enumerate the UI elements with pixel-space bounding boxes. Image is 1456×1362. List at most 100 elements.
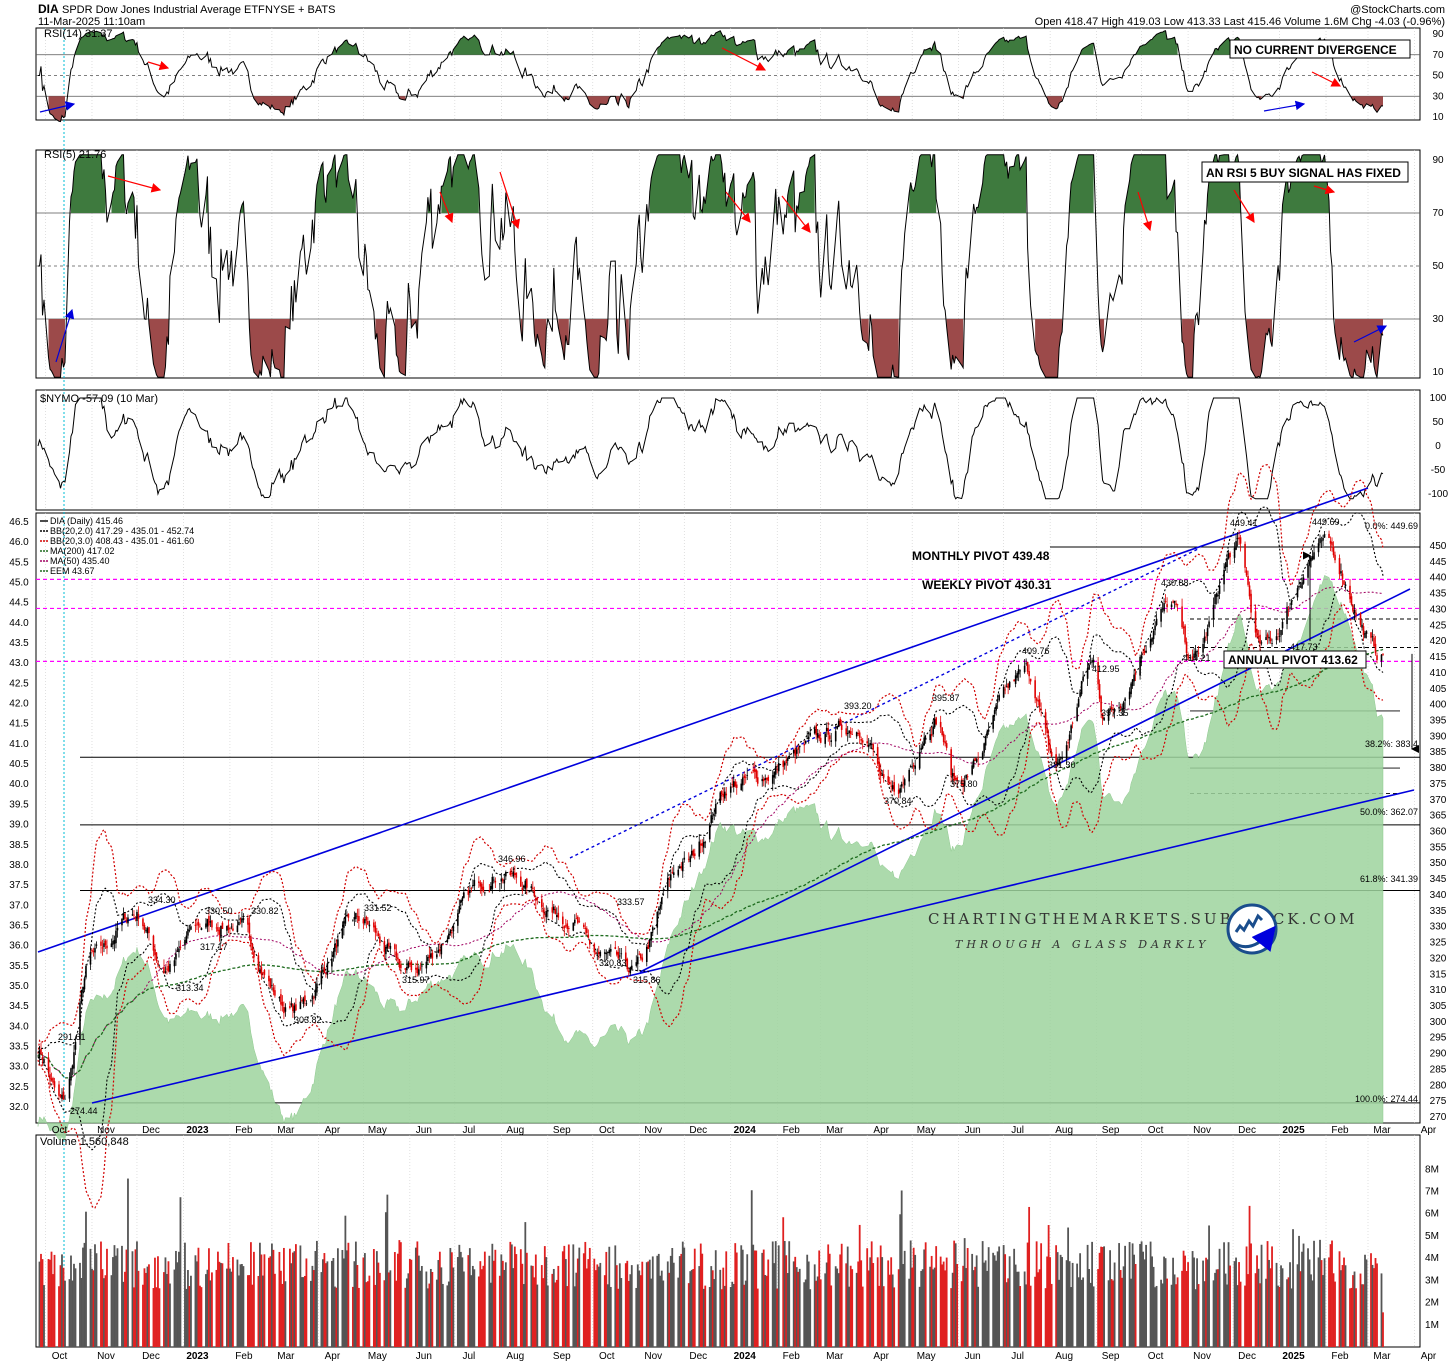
y-tick-label: 100 [1430,393,1447,404]
x-tick-label: Oct [599,1125,615,1136]
x-tick-label: Aug [1055,1351,1073,1362]
legend-entry: MA(50) 435.40 [50,556,110,566]
fib-label: 0.0%: 449.69 [1365,521,1418,531]
y-tick-label: 8M [1425,1164,1439,1175]
y-tick-label-left: 38.5 [9,840,29,851]
y-tick-label: 295 [1430,1033,1447,1044]
y-tick-label: 3M [1425,1275,1439,1286]
price-ticks: 450 445 440 435 430 425 420 415 410 405 400 395 390 3… [9,517,1447,1123]
x-tick-label: Sep [553,1351,571,1362]
x-tick-label: Dec [142,1125,160,1136]
weekly-pivot-label: WEEKLY PIVOT 430.31 [922,578,1052,592]
x-tick-label: Aug [1055,1125,1073,1136]
y-tick-label: 425 [1430,620,1447,631]
fib-labels: 0.0%: 449.69 38.2%: 383.4 50.0%: 362.07 61.… [1355,521,1418,1104]
y-tick-label-left: 43.0 [9,658,29,669]
y-tick-label: 395 [1430,715,1447,726]
y-tick-label: 390 [1430,731,1447,742]
price-label: 303.82 [294,1015,322,1025]
x-tick-label: Oct [1148,1351,1164,1362]
y-tick-label-left: 41.0 [9,739,29,750]
brand: @StockCharts.com [1350,4,1445,16]
x-tick-label: Nov [97,1351,115,1362]
y-tick-label-left: 45.0 [9,578,29,589]
x-tick-label: Sep [1102,1125,1120,1136]
y-tick-label-left: 35.0 [9,981,29,992]
y-tick-label-left: 32.5 [9,1082,29,1093]
x-tick-label: Mar [277,1125,295,1136]
x-tick-label: Aug [506,1351,524,1362]
rsi5-panel [36,153,1420,379]
y-tick-label-left: 42.0 [9,699,29,710]
y-tick-label: 450 [1430,541,1447,552]
monthly-pivot-label: MONTHLY PIVOT 439.48 [912,549,1050,563]
volume-ticks: 8M 7M 6M 5M 4M 3M 2M 1M [1425,1164,1439,1330]
y-tick-label-left: 44.0 [9,618,29,629]
fib-label: 38.2%: 383.4 [1365,739,1418,749]
y-tick-label-left: 39.0 [9,820,29,831]
y-tick-label: 415 [1430,652,1447,663]
x-tick-label: Apr [1421,1125,1437,1136]
rsi5-ticks: 90 70 50 30 10 [1432,155,1444,378]
x-tick-label: 2023 [186,1351,209,1362]
x-tick-label: Apr [873,1125,889,1136]
y-tick-label-left: 40.0 [9,779,29,790]
volume-panel [38,1178,1384,1347]
price-label: 370.84 [884,796,912,806]
y-tick-label: 1M [1425,1320,1439,1331]
x-tick-label: Dec [142,1351,160,1362]
x-tick-label: Apr [873,1351,889,1362]
x-tick-label: May [368,1351,387,1362]
x-tick-label: Mar [1373,1351,1391,1362]
y-tick-label-left: 39.5 [9,799,29,810]
vertical-gridlines [45,28,1415,1347]
y-tick-label: 385 [1430,747,1447,758]
x-tick-label: Feb [783,1125,801,1136]
x-tick-label: Feb [235,1125,253,1136]
y-tick-label-left: 41.5 [9,719,29,730]
rsi5-note-box [1201,161,1409,183]
y-tick-label: 420 [1430,636,1447,647]
y-tick-label: 325 [1430,938,1447,949]
x-tick-label: Nov [644,1125,662,1136]
price-label: 412.95 [1092,664,1120,674]
x-tick-label: Feb [1331,1125,1349,1136]
x-tick-label: Sep [553,1125,571,1136]
annual-pivot-box [1223,650,1367,669]
y-tick-label: 430 [1430,604,1447,615]
x-axis: Oct Oct Nov Nov Dec Dec 2023 2023 Feb Feb Mar Mar Ap… [52,1125,1437,1362]
x-tick-label: Dec [689,1351,707,1362]
rsi14-note-box [1229,39,1411,59]
y-tick-label: 70 [1432,208,1444,219]
y-tick-label: 4M [1425,1253,1439,1264]
price-label: 331.52 [364,903,392,913]
x-tick-label: Sep [1102,1351,1120,1362]
y-tick-label: 345 [1430,874,1447,885]
price-label: 409.76 [1022,646,1050,656]
x-tick-label: Jun [416,1351,432,1362]
y-tick-label: 2M [1425,1298,1439,1309]
price-label: 397.35 [1101,708,1129,718]
y-tick-label: 90 [1432,29,1444,40]
y-tick-label: 30 [1432,91,1444,102]
nymo-label: $NYMO -57.09 (10 Mar) [40,393,158,405]
y-tick-label-left: 34.5 [9,1001,29,1012]
price-label: 395.87 [932,693,960,703]
y-tick-label-left: 33.5 [9,1041,29,1052]
y-tick-label: 90 [1432,155,1444,166]
y-tick-label-left: 32.0 [9,1102,29,1113]
y-tick-label: 6M [1425,1209,1439,1220]
y-tick-label-left: 45.5 [9,557,29,568]
nymo-panel [37,397,1384,500]
exchange: NYSE + BATS [265,4,335,16]
y-tick-label: 335 [1430,906,1447,917]
price-label: 317.17 [200,942,228,952]
x-tick-label: Oct [52,1125,68,1136]
quote: Open 418.47 High 419.03 Low 413.33 Last … [1035,16,1445,28]
x-tick-label: Nov [644,1351,662,1362]
y-tick-label-left: 33.0 [9,1062,29,1073]
x-tick-label: Dec [689,1125,707,1136]
price-label: 315.86 [633,975,661,985]
y-tick-label-left: 40.5 [9,759,29,770]
